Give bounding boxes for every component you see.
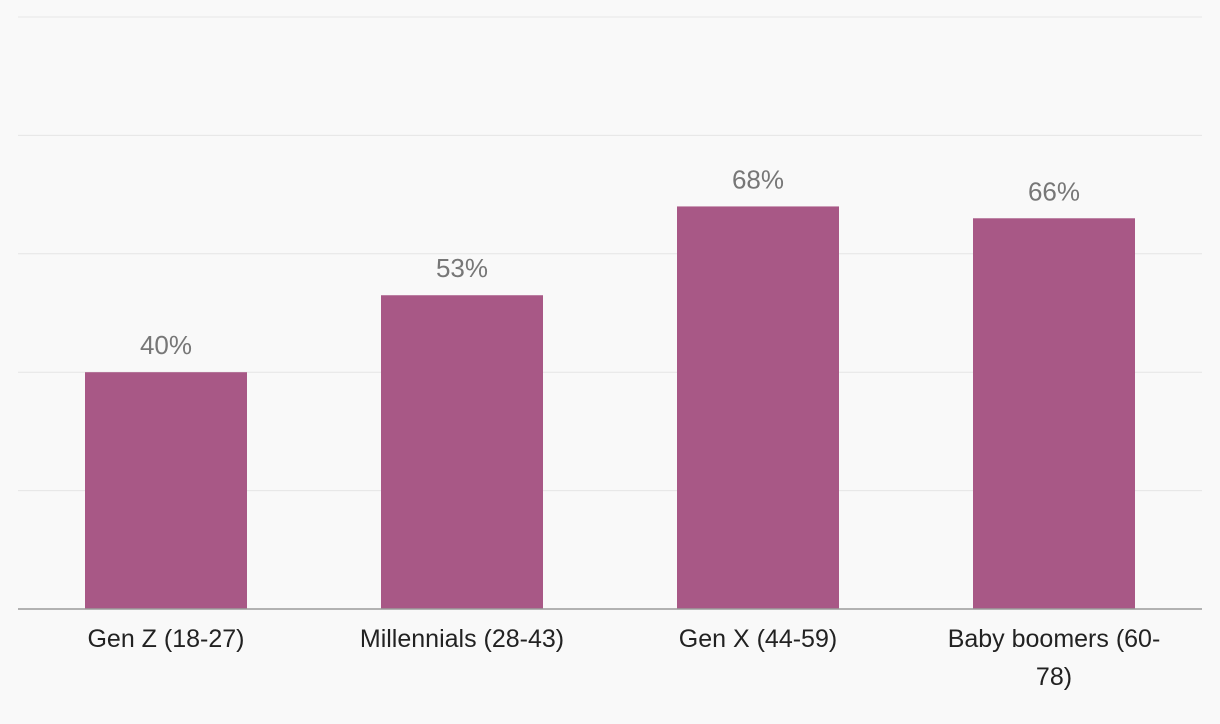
category-label-line: Millennials (28-43)	[360, 625, 564, 653]
category-label: Gen Z (18-27)	[87, 625, 244, 653]
bar	[973, 218, 1135, 609]
bars	[85, 206, 1135, 609]
value-label: 68%	[732, 164, 784, 194]
category-label-line: Gen X (44-59)	[679, 625, 837, 653]
value-labels: 40% 53% 68% 66%	[140, 164, 1080, 360]
value-label: 40%	[140, 330, 192, 360]
category-label: Baby boomers (60- 78)	[948, 625, 1161, 691]
bar	[85, 372, 247, 609]
category-labels: Gen Z (18-27) Millennials (28-43) Gen X (4…	[87, 625, 1160, 691]
value-label: 66%	[1028, 176, 1080, 206]
category-label: Gen X (44-59)	[679, 625, 837, 653]
bar	[677, 206, 839, 609]
category-label-line: Gen Z (18-27)	[87, 625, 244, 653]
value-label: 53%	[436, 253, 488, 283]
bar	[381, 295, 543, 609]
category-label-line: Baby boomers (60-	[948, 625, 1161, 653]
category-label-line: 78)	[1036, 663, 1072, 691]
category-label: Millennials (28-43)	[360, 625, 564, 653]
